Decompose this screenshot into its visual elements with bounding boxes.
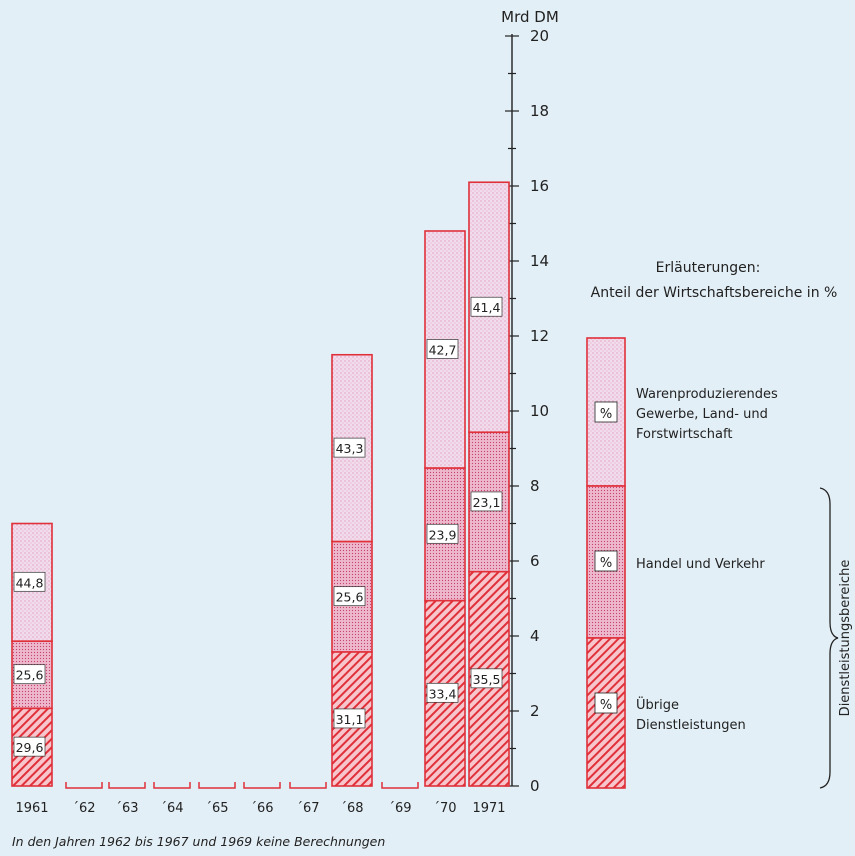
y-tick-label: 4 xyxy=(530,627,540,645)
x-tick-label: ´62 xyxy=(72,801,95,816)
x-tick-label: 1971 xyxy=(472,801,505,816)
data-label-box xyxy=(470,296,503,317)
data-label: 31,1 xyxy=(336,712,364,727)
missing-year-markers xyxy=(65,782,419,789)
legend-title-line1: Erläuterungen: xyxy=(656,260,761,276)
bar-1971: 35,5 23,1 41,4 xyxy=(468,181,510,787)
x-tick-label: ´67 xyxy=(296,801,319,816)
y-tick-label: 0 xyxy=(530,777,540,795)
data-label: 41,4 xyxy=(473,300,501,315)
y-axis-unit-label: Mrd DM xyxy=(501,8,559,26)
legend-item-waren-line2: Gewerbe, Land- und xyxy=(636,407,768,422)
data-label: 44,8 xyxy=(16,575,44,590)
data-label-box xyxy=(13,571,46,592)
data-label-box xyxy=(470,668,503,689)
legend-percent-uebrige: % xyxy=(600,698,612,713)
x-tick-label: ´63 xyxy=(115,801,138,816)
legend-bar: % % % xyxy=(586,337,626,789)
no-data-marker xyxy=(108,782,146,789)
x-tick-label: ´70 xyxy=(433,801,456,816)
x-tick-label: ´65 xyxy=(205,801,228,816)
data-label: 29,6 xyxy=(16,740,44,755)
bars-group: 29,6 25,6 44,8 31,1 25,6 43,3 33,4 23,9 42,7 35,5… xyxy=(11,181,510,787)
bar-´70: 33,4 23,9 42,7 xyxy=(424,230,466,787)
y-tick-label: 2 xyxy=(530,702,540,720)
legend-item-waren-line3: Forstwirtschaft xyxy=(636,427,732,442)
legend-percent-handel: % xyxy=(600,556,612,571)
data-label-box xyxy=(333,437,366,458)
data-label-box xyxy=(333,708,366,729)
no-data-marker xyxy=(198,782,236,789)
data-label: 33,4 xyxy=(429,686,457,701)
y-tick-label: 16 xyxy=(530,177,549,195)
data-label: 23,1 xyxy=(473,495,501,510)
data-label-box xyxy=(426,682,459,703)
data-label-box xyxy=(333,586,366,607)
y-axis-ticks: 0 2 4 6 8 10 12 14 16 18 20 xyxy=(505,27,549,795)
legend-title-line2: Anteil der Wirtschaftsbereiche in % xyxy=(591,285,838,301)
data-label-box xyxy=(13,736,46,757)
x-tick-label: 1961 xyxy=(15,801,48,816)
bar-´68: 31,1 25,6 43,3 xyxy=(331,353,373,787)
data-label-box xyxy=(426,339,459,359)
legend-bracket xyxy=(819,487,839,789)
data-label: 25,6 xyxy=(336,590,364,605)
legend-item-uebrige-line2: Dienstleistungen xyxy=(636,718,746,733)
data-label-box xyxy=(13,664,46,685)
footnote: In den Jahren 1962 bis 1967 und 1969 kei… xyxy=(12,834,385,849)
x-tick-label: ´68 xyxy=(340,801,363,816)
y-tick-label: 12 xyxy=(530,327,549,345)
x-tick-label: ´66 xyxy=(250,801,273,816)
y-tick-label: 18 xyxy=(530,102,549,120)
data-label: 23,9 xyxy=(429,527,457,542)
x-tick-label: ´64 xyxy=(160,801,183,816)
no-data-marker xyxy=(243,782,281,789)
data-label: 42,7 xyxy=(429,342,457,357)
y-tick-label: 8 xyxy=(530,477,540,495)
y-tick-label: 10 xyxy=(530,402,549,420)
legend-percent-waren: % xyxy=(600,407,612,422)
legend-swatch-uebrige xyxy=(586,637,626,789)
legend-item-waren-line1: Warenproduzierendes xyxy=(636,387,778,402)
legend-item-handel-line1: Handel und Verkehr xyxy=(636,557,765,572)
no-data-marker xyxy=(153,782,191,789)
y-tick-label: 14 xyxy=(530,252,549,270)
legend-bracket-label: Dienstleistungsbereiche xyxy=(838,560,853,717)
data-label-box xyxy=(426,523,459,544)
x-axis-labels: 1961 ´62 ´63 ´64 ´65 ´66 ´67 ´68 ´69 ´70 1971 xyxy=(15,801,505,816)
legend-item-uebrige-line1: Übrige xyxy=(636,696,679,713)
data-label: 25,6 xyxy=(16,668,44,683)
no-data-marker xyxy=(65,782,103,789)
data-label: 35,5 xyxy=(473,672,501,687)
y-tick-label: 6 xyxy=(530,552,540,570)
no-data-marker xyxy=(381,782,419,789)
bar-1961: 29,6 25,6 44,8 xyxy=(11,522,53,787)
no-data-marker xyxy=(289,782,327,789)
data-label-box xyxy=(470,491,503,512)
data-label: 43,3 xyxy=(336,441,364,456)
y-tick-label: 20 xyxy=(530,27,549,45)
x-tick-label: ´69 xyxy=(388,801,411,816)
